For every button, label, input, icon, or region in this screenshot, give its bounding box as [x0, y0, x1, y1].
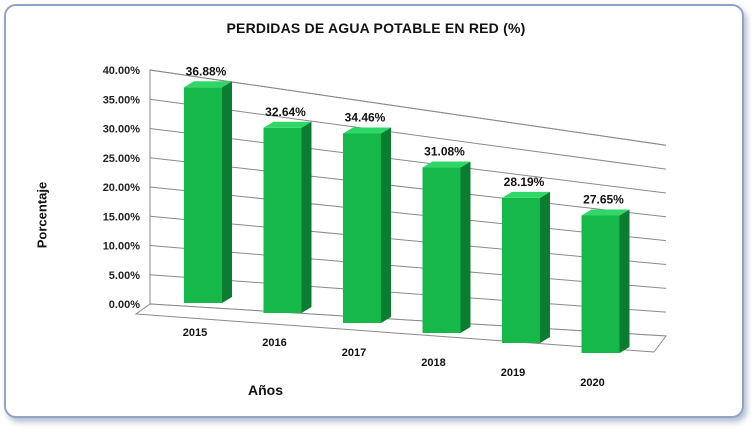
chart-title: PERDIDAS DE AGUA POTABLE EN RED (%): [226, 20, 526, 36]
bar: [581, 215, 620, 353]
bar-side: [619, 209, 630, 353]
bar-side: [540, 191, 550, 343]
y-tick-label: 0.00%: [109, 299, 140, 311]
x-tick-label: 2019: [501, 367, 525, 379]
y-tick-label: 30.00%: [103, 124, 141, 136]
bar: [263, 127, 302, 313]
bar: [422, 167, 461, 333]
bar-side: [222, 81, 232, 303]
data-label: 32.64%: [265, 105, 306, 119]
gridline: [149, 98, 667, 170]
bar-top: [184, 81, 232, 88]
y-tick-label: 35.00%: [103, 94, 141, 106]
x-tick-label: 2020: [580, 377, 604, 389]
y-tick-label: 40.00%: [103, 65, 141, 77]
bar: [502, 197, 540, 343]
bar-top: [422, 161, 471, 168]
gridline: [149, 274, 667, 313]
bar: [184, 87, 222, 303]
bar-top: [502, 191, 550, 198]
data-label: 28.19%: [504, 175, 545, 189]
bar-side: [301, 121, 312, 313]
bar-side: [381, 127, 391, 324]
gridline: [149, 186, 667, 242]
data-label: 36.88%: [186, 64, 227, 78]
x-axis-label: Años: [248, 382, 283, 398]
x-tick-label: 2017: [342, 347, 366, 359]
gridline: [149, 157, 667, 218]
gridline: [149, 215, 667, 265]
gridline: [149, 245, 667, 289]
y-tick-label: 10.00%: [103, 241, 141, 253]
data-label: 34.46%: [345, 111, 386, 125]
x-tick-label: 2018: [421, 357, 445, 369]
data-label: 31.08%: [424, 145, 465, 159]
bar-top: [263, 121, 312, 128]
bar-top: [581, 209, 630, 216]
data-label: 27.65%: [583, 193, 624, 207]
gridline: [149, 69, 667, 146]
y-tick-label: 15.00%: [103, 211, 141, 223]
y-tick-label: 5.00%: [109, 270, 140, 282]
gridline: [149, 128, 667, 194]
y-tick-label: 25.00%: [103, 153, 141, 165]
bar: [343, 133, 381, 323]
x-tick-label: 2016: [262, 337, 286, 349]
bar-top: [343, 127, 391, 134]
x-tick-label: 2015: [183, 327, 207, 339]
bar-side: [460, 161, 471, 333]
y-tick-label: 20.00%: [103, 182, 141, 194]
